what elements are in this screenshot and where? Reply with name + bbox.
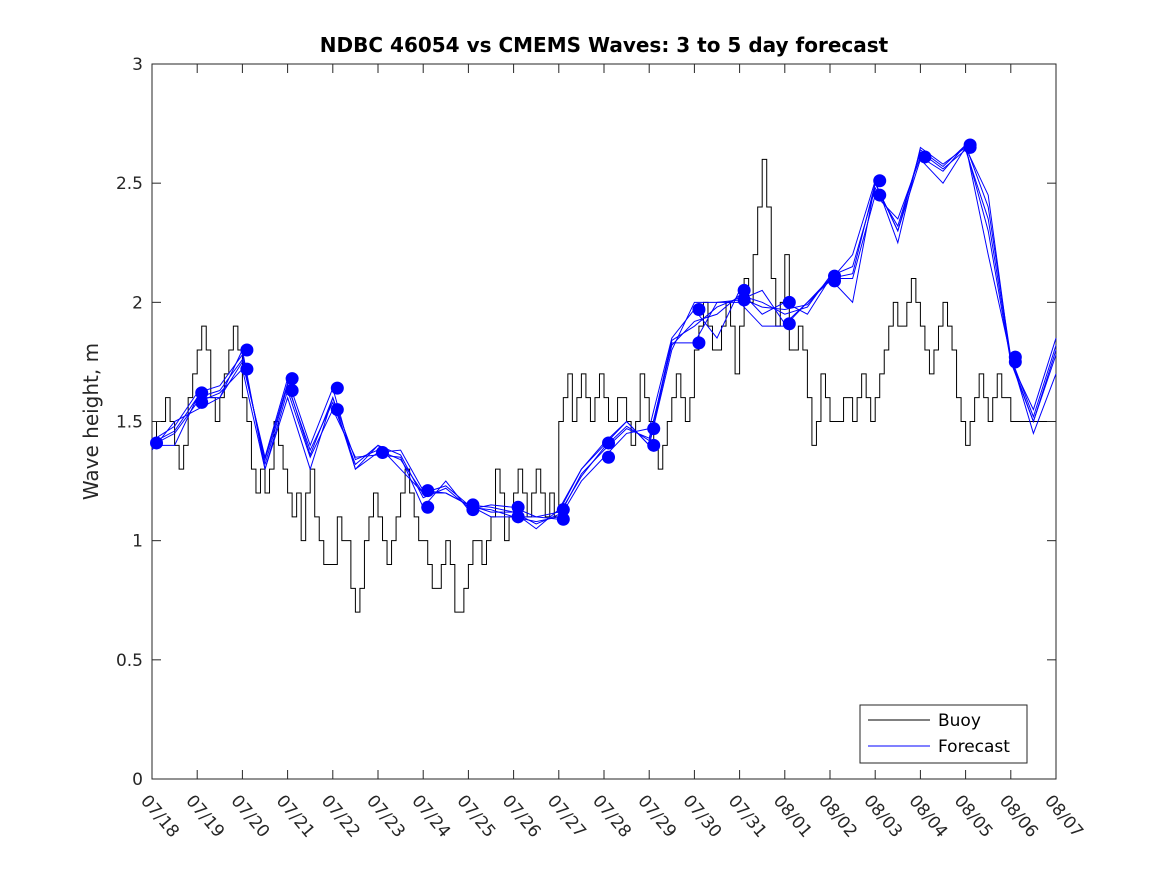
y-tick-label: 1 bbox=[132, 532, 143, 552]
forecast-point bbox=[692, 302, 706, 316]
x-tick-label: 08/01 bbox=[769, 791, 816, 841]
forecast-line-4 bbox=[151, 148, 1057, 523]
x-tick-label: 08/03 bbox=[859, 791, 906, 841]
x-tick-label: 07/30 bbox=[679, 791, 726, 841]
x-tick-label: 08/04 bbox=[905, 791, 952, 841]
x-tick-label: 07/22 bbox=[317, 791, 364, 841]
forecast-point bbox=[330, 403, 344, 417]
forecast-point bbox=[376, 445, 390, 459]
legend-label-buoy: Buoy bbox=[938, 711, 981, 731]
forecast-point bbox=[918, 150, 932, 164]
forecast-point bbox=[873, 174, 887, 188]
x-tick-label: 08/05 bbox=[950, 791, 997, 841]
forecast-point bbox=[285, 372, 299, 386]
x-tick-label: 07/23 bbox=[362, 791, 409, 841]
forecast-point bbox=[285, 384, 299, 398]
forecast-point bbox=[511, 510, 525, 524]
forecast-point bbox=[195, 386, 209, 400]
x-tick-label: 07/24 bbox=[407, 791, 454, 841]
forecast-point bbox=[511, 500, 525, 514]
legend: Buoy Forecast bbox=[859, 704, 1028, 764]
x-tick-label: 07/29 bbox=[633, 791, 680, 841]
forecast-point bbox=[466, 503, 480, 517]
x-tick-label: 07/26 bbox=[498, 791, 545, 841]
chart-title: NDBC 46054 vs CMEMS Waves: 3 to 5 day fo… bbox=[320, 33, 889, 57]
x-tick-label: 08/07 bbox=[1040, 791, 1087, 841]
forecast-point bbox=[1008, 355, 1022, 369]
x-tick-label: 07/18 bbox=[136, 791, 183, 841]
forecast-point bbox=[647, 422, 661, 436]
y-tick-label: 2 bbox=[132, 293, 143, 313]
forecast-point bbox=[828, 274, 842, 288]
y-tick-label: 1.5 bbox=[116, 413, 143, 433]
forecast-point bbox=[782, 317, 796, 331]
y-tick-label: 3 bbox=[132, 55, 143, 75]
y-axis-label: Wave height, m bbox=[79, 343, 103, 500]
forecast-point bbox=[240, 362, 254, 376]
forecast-point bbox=[737, 283, 751, 297]
legend-box bbox=[859, 704, 1028, 764]
forecast-point bbox=[421, 500, 435, 514]
x-tick-label: 07/31 bbox=[724, 791, 771, 841]
x-tick-label: 07/20 bbox=[227, 791, 274, 841]
forecast-point bbox=[602, 450, 616, 464]
forecast-point bbox=[963, 140, 977, 154]
legend-label-forecast: Forecast bbox=[938, 737, 1010, 757]
forecast-point bbox=[873, 188, 887, 202]
x-tick-label: 07/25 bbox=[453, 791, 500, 841]
forecast-point bbox=[150, 436, 164, 450]
x-tick-label: 07/19 bbox=[181, 791, 228, 841]
x-tick-label: 07/27 bbox=[543, 791, 590, 841]
forecast-line-5 bbox=[151, 144, 1057, 525]
x-tick-label: 08/06 bbox=[995, 791, 1042, 841]
y-tick-label: 0.5 bbox=[116, 651, 143, 671]
y-axis-ticks: 0 0.5 1 1.5 2 2.5 3 bbox=[116, 55, 1056, 790]
forecast-point bbox=[602, 436, 616, 450]
forecast-point bbox=[195, 395, 209, 409]
x-tick-label: 07/21 bbox=[272, 791, 319, 841]
forecast-point bbox=[421, 484, 435, 498]
buoy-line bbox=[152, 158, 1056, 613]
y-tick-label: 2.5 bbox=[116, 174, 143, 194]
forecast-point bbox=[240, 343, 254, 357]
forecast-point bbox=[556, 503, 570, 517]
forecast-point bbox=[737, 293, 751, 307]
forecast-point bbox=[556, 512, 570, 526]
x-tick-label: 08/02 bbox=[814, 791, 861, 841]
forecast-point bbox=[330, 381, 344, 395]
forecast-point bbox=[647, 438, 661, 452]
y-tick-label: 0 bbox=[132, 770, 143, 790]
plot-frame bbox=[151, 63, 1057, 780]
forecast-points bbox=[150, 138, 1022, 526]
x-tick-label: 07/28 bbox=[588, 791, 635, 841]
forecast-point bbox=[692, 336, 706, 350]
forecast-point bbox=[782, 295, 796, 309]
